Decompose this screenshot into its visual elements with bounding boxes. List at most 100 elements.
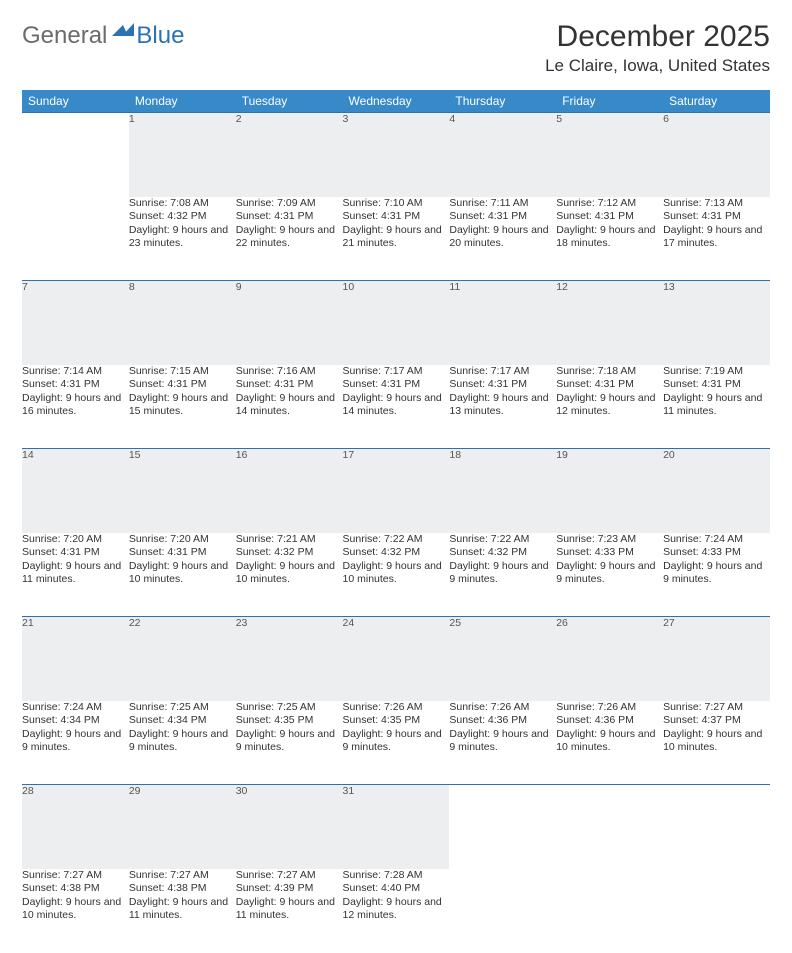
sunset-line: Sunset: 4:31 PM xyxy=(236,210,343,224)
day-info-row: Sunrise: 7:24 AMSunset: 4:34 PMDaylight:… xyxy=(22,701,770,785)
sunset-line: Sunset: 4:31 PM xyxy=(556,210,663,224)
sunset-line: Sunset: 4:31 PM xyxy=(663,378,770,392)
day-number-cell: 16 xyxy=(236,449,343,533)
sunrise-line: Sunrise: 7:18 AM xyxy=(556,365,663,379)
day-info-cell: Sunrise: 7:26 AMSunset: 4:36 PMDaylight:… xyxy=(556,701,663,785)
daylight-line: Daylight: 9 hours and 13 minutes. xyxy=(449,392,556,419)
day-number-cell: 20 xyxy=(663,449,770,533)
sunrise-line: Sunrise: 7:27 AM xyxy=(663,701,770,715)
sunset-line: Sunset: 4:32 PM xyxy=(343,546,450,560)
day-number-row: 28293031 xyxy=(22,785,770,869)
weekday-header: Tuesday xyxy=(236,90,343,113)
day-number-row: 123456 xyxy=(22,113,770,197)
daylight-line: Daylight: 9 hours and 11 minutes. xyxy=(22,560,129,587)
daylight-line: Daylight: 9 hours and 20 minutes. xyxy=(449,224,556,251)
weekday-header-row: Sunday Monday Tuesday Wednesday Thursday… xyxy=(22,90,770,113)
sunset-line: Sunset: 4:38 PM xyxy=(129,882,236,896)
sunset-line: Sunset: 4:36 PM xyxy=(449,714,556,728)
sunset-line: Sunset: 4:31 PM xyxy=(22,378,129,392)
day-number-cell: 3 xyxy=(343,113,450,197)
daylight-line: Daylight: 9 hours and 10 minutes. xyxy=(22,896,129,923)
sunset-line: Sunset: 4:31 PM xyxy=(556,378,663,392)
daylight-line: Daylight: 9 hours and 9 minutes. xyxy=(556,560,663,587)
daylight-line: Daylight: 9 hours and 9 minutes. xyxy=(449,560,556,587)
day-number-cell: 2 xyxy=(236,113,343,197)
sunset-line: Sunset: 4:33 PM xyxy=(663,546,770,560)
sunset-line: Sunset: 4:31 PM xyxy=(449,378,556,392)
day-info-cell: Sunrise: 7:12 AMSunset: 4:31 PMDaylight:… xyxy=(556,197,663,281)
day-number-row: 78910111213 xyxy=(22,281,770,365)
day-number-cell: 22 xyxy=(129,617,236,701)
day-info-cell: Sunrise: 7:28 AMSunset: 4:40 PMDaylight:… xyxy=(343,869,450,953)
day-number-cell: 13 xyxy=(663,281,770,365)
day-number-cell: 12 xyxy=(556,281,663,365)
day-info-cell xyxy=(663,869,770,953)
daylight-line: Daylight: 9 hours and 9 minutes. xyxy=(236,728,343,755)
sunrise-line: Sunrise: 7:14 AM xyxy=(22,365,129,379)
sunrise-line: Sunrise: 7:27 AM xyxy=(236,869,343,883)
sunrise-line: Sunrise: 7:25 AM xyxy=(129,701,236,715)
day-number-cell: 8 xyxy=(129,281,236,365)
day-number-cell: 7 xyxy=(22,281,129,365)
sunset-line: Sunset: 4:32 PM xyxy=(449,546,556,560)
day-info-cell: Sunrise: 7:21 AMSunset: 4:32 PMDaylight:… xyxy=(236,533,343,617)
sunset-line: Sunset: 4:39 PM xyxy=(236,882,343,896)
sunrise-line: Sunrise: 7:20 AM xyxy=(22,533,129,547)
day-info-cell: Sunrise: 7:22 AMSunset: 4:32 PMDaylight:… xyxy=(343,533,450,617)
sunrise-line: Sunrise: 7:19 AM xyxy=(663,365,770,379)
daylight-line: Daylight: 9 hours and 9 minutes. xyxy=(22,728,129,755)
day-number-cell: 29 xyxy=(129,785,236,869)
sunrise-line: Sunrise: 7:08 AM xyxy=(129,197,236,211)
day-info-cell: Sunrise: 7:27 AMSunset: 4:38 PMDaylight:… xyxy=(22,869,129,953)
daylight-line: Daylight: 9 hours and 9 minutes. xyxy=(343,728,450,755)
sunrise-line: Sunrise: 7:25 AM xyxy=(236,701,343,715)
day-number-cell: 26 xyxy=(556,617,663,701)
daylight-line: Daylight: 9 hours and 14 minutes. xyxy=(343,392,450,419)
day-number-cell: 5 xyxy=(556,113,663,197)
day-info-cell: Sunrise: 7:15 AMSunset: 4:31 PMDaylight:… xyxy=(129,365,236,449)
daylight-line: Daylight: 9 hours and 14 minutes. xyxy=(236,392,343,419)
day-info-cell: Sunrise: 7:09 AMSunset: 4:31 PMDaylight:… xyxy=(236,197,343,281)
day-number-cell: 23 xyxy=(236,617,343,701)
day-info-cell: Sunrise: 7:13 AMSunset: 4:31 PMDaylight:… xyxy=(663,197,770,281)
sunrise-line: Sunrise: 7:15 AM xyxy=(129,365,236,379)
sunrise-line: Sunrise: 7:12 AM xyxy=(556,197,663,211)
day-number-cell: 10 xyxy=(343,281,450,365)
sunrise-line: Sunrise: 7:22 AM xyxy=(343,533,450,547)
sunset-line: Sunset: 4:40 PM xyxy=(343,882,450,896)
sunset-line: Sunset: 4:31 PM xyxy=(449,210,556,224)
sunset-line: Sunset: 4:31 PM xyxy=(129,546,236,560)
daylight-line: Daylight: 9 hours and 11 minutes. xyxy=(663,392,770,419)
daylight-line: Daylight: 9 hours and 21 minutes. xyxy=(343,224,450,251)
sunset-line: Sunset: 4:31 PM xyxy=(129,378,236,392)
day-number-cell: 15 xyxy=(129,449,236,533)
day-info-cell: Sunrise: 7:11 AMSunset: 4:31 PMDaylight:… xyxy=(449,197,556,281)
day-info-cell: Sunrise: 7:27 AMSunset: 4:39 PMDaylight:… xyxy=(236,869,343,953)
sunset-line: Sunset: 4:33 PM xyxy=(556,546,663,560)
daylight-line: Daylight: 9 hours and 11 minutes. xyxy=(129,896,236,923)
month-title: December 2025 xyxy=(545,20,770,54)
day-info-cell: Sunrise: 7:20 AMSunset: 4:31 PMDaylight:… xyxy=(22,533,129,617)
location: Le Claire, Iowa, United States xyxy=(545,56,770,76)
sunrise-line: Sunrise: 7:16 AM xyxy=(236,365,343,379)
day-info-cell: Sunrise: 7:26 AMSunset: 4:35 PMDaylight:… xyxy=(343,701,450,785)
daylight-line: Daylight: 9 hours and 15 minutes. xyxy=(129,392,236,419)
daylight-line: Daylight: 9 hours and 9 minutes. xyxy=(449,728,556,755)
weekday-header: Sunday xyxy=(22,90,129,113)
day-number-cell: 25 xyxy=(449,617,556,701)
logo: General Blue xyxy=(22,20,184,51)
day-info-row: Sunrise: 7:27 AMSunset: 4:38 PMDaylight:… xyxy=(22,869,770,953)
day-number-cell xyxy=(556,785,663,869)
logo-mark-icon xyxy=(112,20,134,41)
logo-text-general: General xyxy=(22,22,107,50)
sunset-line: Sunset: 4:31 PM xyxy=(22,546,129,560)
day-info-cell: Sunrise: 7:17 AMSunset: 4:31 PMDaylight:… xyxy=(449,365,556,449)
title-block: December 2025 Le Claire, Iowa, United St… xyxy=(545,20,770,76)
day-number-cell: 31 xyxy=(343,785,450,869)
weekday-header: Thursday xyxy=(449,90,556,113)
day-info-cell: Sunrise: 7:25 AMSunset: 4:35 PMDaylight:… xyxy=(236,701,343,785)
sunrise-line: Sunrise: 7:17 AM xyxy=(449,365,556,379)
day-info-row: Sunrise: 7:08 AMSunset: 4:32 PMDaylight:… xyxy=(22,197,770,281)
day-number-cell: 27 xyxy=(663,617,770,701)
sunset-line: Sunset: 4:35 PM xyxy=(236,714,343,728)
